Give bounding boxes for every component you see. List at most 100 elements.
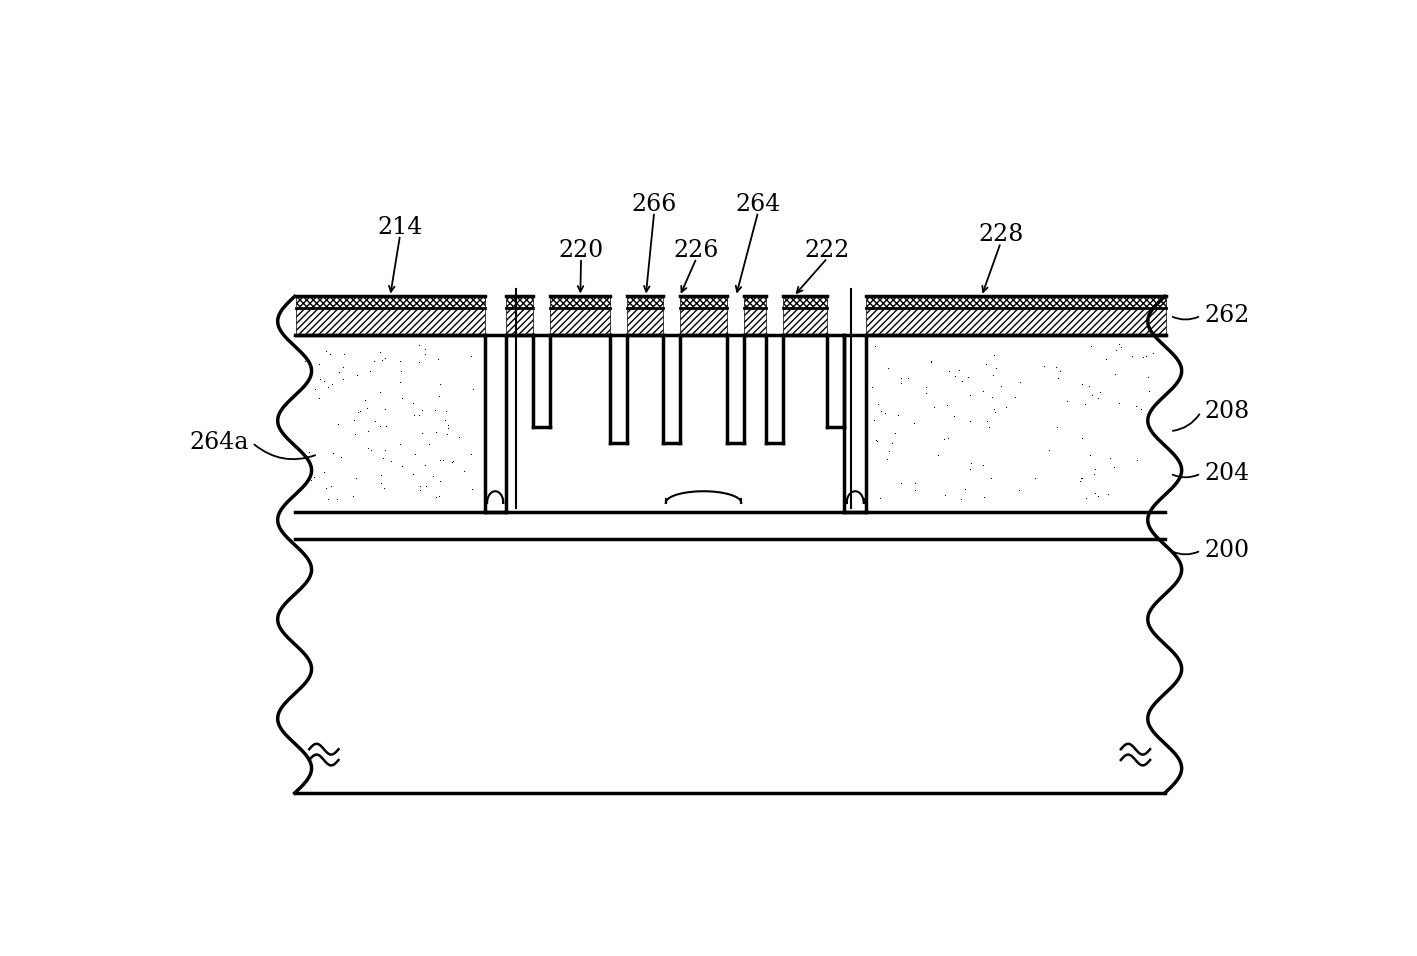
Point xyxy=(948,362,971,378)
Point xyxy=(298,445,320,460)
Point xyxy=(1009,375,1032,390)
Point xyxy=(315,480,337,495)
Point xyxy=(1080,447,1102,463)
Point xyxy=(322,445,344,461)
Point xyxy=(989,379,1012,394)
Point xyxy=(1070,469,1093,485)
Point xyxy=(332,359,354,375)
Bar xyxy=(550,308,611,335)
Point xyxy=(890,370,913,385)
Point xyxy=(1073,397,1095,412)
Point xyxy=(461,348,483,363)
Point xyxy=(1084,461,1107,476)
Point xyxy=(934,488,956,503)
Point xyxy=(371,352,394,367)
Point xyxy=(1131,350,1153,365)
Point xyxy=(425,424,448,439)
Point xyxy=(1070,430,1093,445)
Point xyxy=(309,372,332,387)
Point xyxy=(436,420,459,435)
Point xyxy=(414,457,436,472)
Point xyxy=(973,489,996,505)
Point xyxy=(453,463,476,478)
Bar xyxy=(680,296,727,308)
Bar xyxy=(550,296,611,308)
Text: 204: 204 xyxy=(1204,462,1250,485)
Bar xyxy=(680,308,727,335)
Bar xyxy=(533,335,550,427)
Point xyxy=(354,392,377,407)
Bar xyxy=(296,296,485,308)
Point xyxy=(944,368,966,383)
Point xyxy=(461,482,483,497)
Point xyxy=(407,337,429,353)
Point xyxy=(1121,349,1144,364)
Point xyxy=(1037,442,1060,457)
Point xyxy=(326,491,349,507)
Point xyxy=(404,446,427,462)
Point xyxy=(441,454,463,469)
Bar xyxy=(611,335,628,443)
Point xyxy=(434,413,456,428)
Point xyxy=(313,464,336,479)
Bar xyxy=(628,308,663,335)
Point xyxy=(867,396,890,411)
Point xyxy=(1080,338,1102,354)
Point xyxy=(949,491,972,507)
Point xyxy=(320,377,343,392)
Point xyxy=(363,354,385,369)
Point xyxy=(983,404,1006,420)
Point xyxy=(317,491,340,507)
Point xyxy=(391,391,414,406)
Point xyxy=(1046,370,1068,385)
Point xyxy=(959,387,982,402)
Point xyxy=(374,443,397,458)
Point xyxy=(983,347,1006,362)
Bar xyxy=(727,335,744,443)
Point xyxy=(357,440,380,455)
Point xyxy=(958,413,981,428)
Point xyxy=(390,354,412,369)
Text: 214: 214 xyxy=(377,216,422,239)
Bar xyxy=(866,296,1166,308)
Point xyxy=(904,483,927,498)
Point xyxy=(1056,394,1078,409)
Point xyxy=(873,405,896,421)
Point xyxy=(1135,349,1158,364)
Point xyxy=(1094,351,1117,366)
Point xyxy=(938,363,961,379)
Point xyxy=(428,388,451,403)
Point xyxy=(1125,453,1148,468)
Point xyxy=(869,490,891,506)
Point xyxy=(880,436,903,451)
Point xyxy=(347,404,370,420)
Point xyxy=(1102,459,1125,474)
Point xyxy=(1024,470,1047,486)
Point xyxy=(424,402,446,418)
Point xyxy=(344,471,367,487)
Point xyxy=(307,390,330,405)
Point xyxy=(870,403,893,419)
Point xyxy=(459,445,482,461)
Point xyxy=(1083,467,1105,482)
Point xyxy=(1097,487,1119,502)
Point xyxy=(852,339,874,355)
Text: 228: 228 xyxy=(978,224,1023,247)
Point xyxy=(951,374,973,389)
Point xyxy=(978,420,1000,435)
Text: 262: 262 xyxy=(1204,304,1250,327)
Point xyxy=(852,385,874,401)
Bar xyxy=(485,335,506,512)
Point xyxy=(349,403,371,419)
Point xyxy=(1044,359,1067,375)
Point xyxy=(972,383,995,399)
Point xyxy=(959,461,982,476)
Point xyxy=(863,412,886,427)
Bar xyxy=(296,337,485,511)
Point xyxy=(330,449,353,465)
Point xyxy=(327,364,350,380)
Point xyxy=(1081,388,1104,403)
Point xyxy=(982,367,1005,382)
Point xyxy=(864,338,887,354)
Point xyxy=(937,397,959,412)
